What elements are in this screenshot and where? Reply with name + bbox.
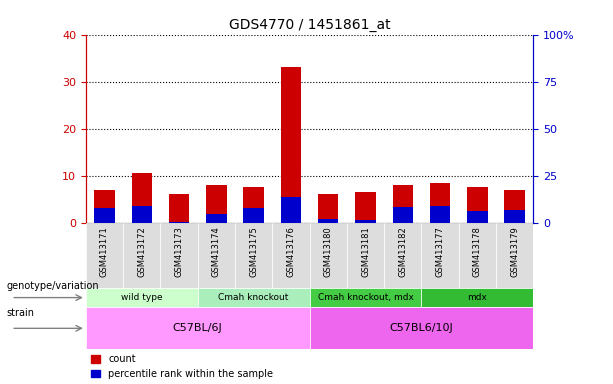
FancyBboxPatch shape: [123, 223, 161, 288]
Bar: [206, 185, 227, 223]
FancyBboxPatch shape: [197, 288, 310, 307]
Text: GSM413175: GSM413175: [249, 226, 258, 277]
Text: C57BL6/10J: C57BL6/10J: [390, 323, 453, 333]
FancyBboxPatch shape: [496, 223, 533, 288]
Bar: [318, 219, 338, 223]
Bar: [169, 195, 189, 223]
Bar: [467, 212, 487, 223]
Title: GDS4770 / 1451861_at: GDS4770 / 1451861_at: [229, 18, 390, 32]
Bar: [504, 190, 525, 223]
Text: GSM413177: GSM413177: [436, 226, 444, 277]
Text: GSM413174: GSM413174: [212, 226, 221, 277]
Text: genotype/variation: genotype/variation: [6, 281, 99, 291]
Text: GSM413172: GSM413172: [137, 226, 147, 277]
FancyBboxPatch shape: [310, 288, 421, 307]
FancyBboxPatch shape: [310, 223, 347, 288]
Text: GSM413182: GSM413182: [398, 226, 407, 277]
FancyBboxPatch shape: [197, 223, 235, 288]
FancyBboxPatch shape: [310, 307, 533, 349]
FancyBboxPatch shape: [384, 223, 421, 288]
Bar: [430, 206, 451, 223]
Bar: [504, 210, 525, 223]
Bar: [243, 187, 264, 223]
FancyBboxPatch shape: [272, 223, 310, 288]
Text: GSM413181: GSM413181: [361, 226, 370, 277]
Text: GSM413179: GSM413179: [510, 226, 519, 277]
Bar: [467, 187, 487, 223]
Bar: [94, 190, 115, 223]
FancyBboxPatch shape: [86, 223, 123, 288]
FancyBboxPatch shape: [347, 223, 384, 288]
Text: C57BL/6J: C57BL/6J: [173, 323, 223, 333]
FancyBboxPatch shape: [421, 288, 533, 307]
Bar: [392, 185, 413, 223]
Text: GSM413178: GSM413178: [473, 226, 482, 277]
Bar: [356, 192, 376, 223]
Bar: [132, 173, 152, 223]
FancyBboxPatch shape: [421, 223, 459, 288]
Bar: [94, 208, 115, 223]
Text: Cmah knockout: Cmah knockout: [218, 293, 289, 302]
Text: mdx: mdx: [468, 293, 487, 302]
Bar: [206, 214, 227, 223]
Text: wild type: wild type: [121, 293, 162, 302]
Bar: [169, 222, 189, 223]
FancyBboxPatch shape: [86, 307, 310, 349]
Text: GSM413180: GSM413180: [324, 226, 333, 277]
Text: GSM413171: GSM413171: [100, 226, 109, 277]
Bar: [281, 68, 301, 223]
Bar: [318, 195, 338, 223]
Bar: [430, 183, 451, 223]
Text: GSM413173: GSM413173: [175, 226, 183, 277]
FancyBboxPatch shape: [161, 223, 197, 288]
Bar: [243, 208, 264, 223]
Text: Cmah knockout, mdx: Cmah knockout, mdx: [318, 293, 413, 302]
FancyBboxPatch shape: [86, 288, 197, 307]
Bar: [132, 206, 152, 223]
Text: strain: strain: [6, 308, 34, 318]
FancyBboxPatch shape: [459, 223, 496, 288]
Bar: [356, 220, 376, 223]
FancyBboxPatch shape: [235, 223, 272, 288]
Bar: [392, 207, 413, 223]
Bar: [281, 197, 301, 223]
Text: GSM413176: GSM413176: [286, 226, 295, 277]
Legend: count, percentile rank within the sample: count, percentile rank within the sample: [91, 354, 273, 379]
